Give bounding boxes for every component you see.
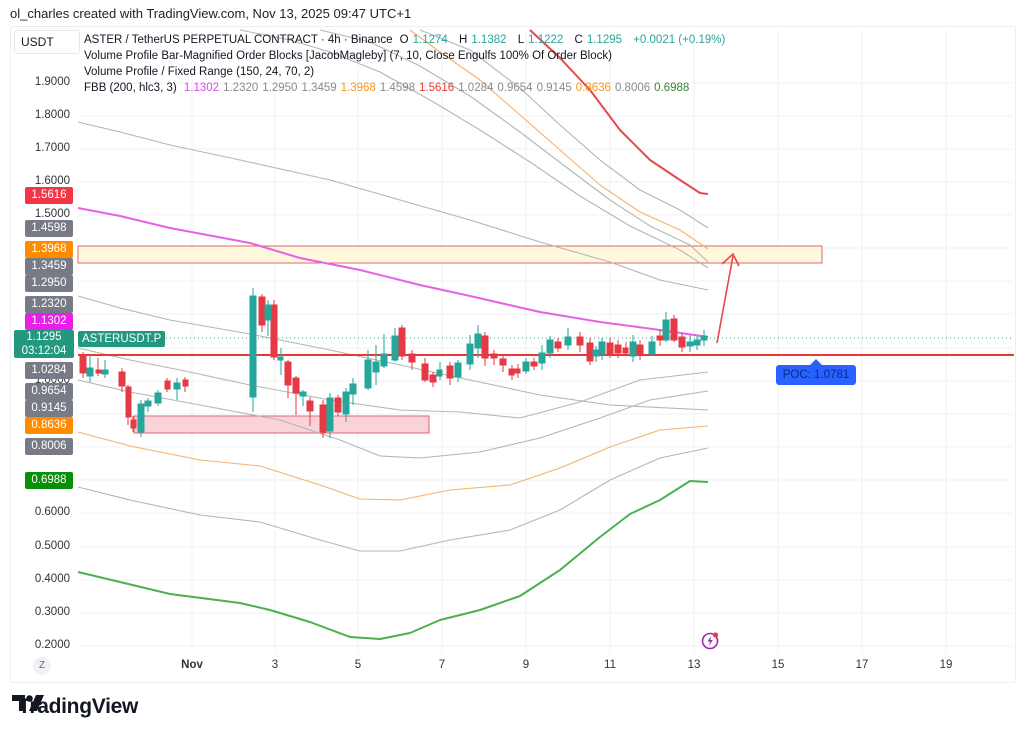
auto-scale-z-button[interactable]: Z: [33, 657, 51, 675]
fbb-upper-2: [239, 29, 709, 269]
time-tick-label: Nov: [181, 659, 203, 671]
time-tick-label: 7: [438, 659, 446, 671]
price-level-tag: 1.2950: [25, 275, 73, 292]
chart-legend: ASTER / TetherUS PERPETUAL CONTRACT · 4h…: [84, 32, 729, 96]
price-tick-label: 0.5000: [34, 540, 70, 552]
chart-credit: ol_charles created with TradingView.com,…: [10, 6, 412, 21]
fbb-value: 1.3459: [301, 82, 337, 94]
fbb-value: 1.4598: [379, 82, 416, 94]
brand-name: TradingView: [18, 695, 139, 718]
fbb-value: 0.6988: [654, 82, 690, 94]
ohlc-open: O 1.1274: [399, 34, 448, 46]
fbb-value: 0.8636: [575, 82, 611, 94]
tradingview-logo-icon: [12, 695, 44, 711]
price-level-tag: 0.8006: [25, 438, 73, 455]
price-tick-label: 0.2000: [34, 639, 70, 651]
fbb-lower-2b: [77, 379, 709, 459]
candlesticks: [79, 288, 708, 438]
price-level-tag: 1.1302: [25, 313, 73, 330]
order-block-zone: [133, 415, 430, 434]
ohlc-high: H 1.1382: [459, 34, 507, 46]
ohlc-low: L 1.1222: [517, 34, 564, 46]
price-tick-label: 0.6000: [34, 506, 70, 518]
price-level-tag: 0.9654: [25, 383, 73, 400]
symbol-legend-row[interactable]: ASTER / TetherUS PERPETUAL CONTRACT · 4h…: [84, 32, 729, 48]
fbb-bands: [77, 29, 709, 640]
fbb-upper-orange: [409, 29, 709, 250]
fbb-lower-orange: [77, 425, 709, 501]
fbb-value: 1.0284: [458, 82, 494, 94]
time-tick-label: 11: [604, 659, 616, 671]
fbb-value: 0.8006: [614, 82, 651, 94]
grid-lines: [78, 30, 1012, 652]
resistance-zone: [77, 245, 823, 264]
time-tick-label: 13: [687, 659, 701, 671]
price-tick-label: 0.3000: [34, 606, 70, 618]
indicator-legend-fbb[interactable]: FBB (200, hlc3, 3) 1.1302 1.2320 1.2950 1.3…: [84, 80, 729, 96]
fbb-upper-4: [419, 29, 709, 229]
price-level-tag: 1.0284: [25, 362, 73, 379]
ohlc-change: +0.0021 (+0.19%): [633, 34, 726, 46]
fbb-value: 0.9145: [536, 82, 572, 94]
price-level-tag: 1.3968: [25, 241, 73, 258]
fbb-value: 1.3968: [340, 82, 376, 94]
price-tick-label: 1.5000: [34, 208, 70, 220]
fbb-value: 1.2950: [262, 82, 298, 94]
fbb-lower-3: [77, 447, 709, 552]
time-tick-label: 9: [522, 659, 530, 671]
fbb-values: 1.1302 1.2320 1.2950 1.3459 1.3968 1.4598 1.56…: [184, 82, 693, 94]
bar-countdown: 03:12:04: [21, 345, 67, 357]
price-level-tag: 0.8636: [25, 417, 73, 434]
fbb-basis: [77, 207, 709, 338]
fbb-lower-2: [77, 295, 709, 411]
price-tick-label: 1.9000: [34, 76, 70, 88]
time-tick-label: 19: [939, 659, 953, 671]
price-level-tag: 1.3459: [25, 258, 73, 275]
chart-frame: [10, 26, 1016, 683]
fbb-upper-red: [529, 29, 709, 195]
indicator-legend-order-blocks[interactable]: Volume Profile Bar-Magnified Order Block…: [84, 50, 612, 62]
fbb-value: 0.9654: [497, 82, 533, 94]
price-tick-label: 1.7000: [34, 142, 70, 154]
fbb-value: 1.2320: [223, 82, 259, 94]
price-tick-label: 1.6000: [34, 175, 70, 187]
time-tick-label: 5: [354, 659, 362, 671]
fbb-lower-green: [77, 480, 709, 640]
fbb-upper-1: [77, 121, 709, 291]
price-level-tag: 1.5616: [25, 187, 73, 204]
time-tick-label: 15: [771, 659, 785, 671]
ohlc-close: C 1.1295: [574, 34, 623, 46]
price-level-tag: 1.4598: [25, 220, 73, 237]
currency-selector[interactable]: USDT: [14, 30, 80, 54]
fbb-lower-1: [77, 347, 709, 419]
price-level-tag: 1.2320: [25, 296, 73, 313]
price-level-tag: 0.6988: [25, 472, 73, 489]
symbol-price-label: ASTERUSDT.P: [78, 331, 166, 347]
price-level-tag: 0.9145: [25, 400, 73, 417]
fbb-value: 1.1302: [183, 82, 220, 94]
target-arrow: [716, 252, 740, 344]
time-tick-label: 17: [855, 659, 869, 671]
price-tick-label: 1.8000: [34, 109, 70, 121]
last-price-tag: 1.1295 03:12:04: [14, 330, 74, 358]
time-tick-label: 3: [271, 659, 279, 671]
symbol-title: ASTER / TetherUS PERPETUAL CONTRACT · 4h…: [84, 34, 393, 46]
fbb-label: FBB (200, hlc3, 3): [84, 82, 177, 94]
fbb-value: 1.5616: [419, 82, 455, 94]
tradingview-logo[interactable]: TradingView: [12, 694, 138, 720]
alert-lightning-icon[interactable]: [700, 630, 720, 650]
poc-label: POC: 1.0781: [776, 359, 856, 385]
fbb-upper-3: [319, 29, 709, 263]
indicator-legend-volume-profile[interactable]: Volume Profile / Fixed Range (150, 24, 7…: [84, 66, 315, 78]
price-tick-label: 0.4000: [34, 573, 70, 585]
